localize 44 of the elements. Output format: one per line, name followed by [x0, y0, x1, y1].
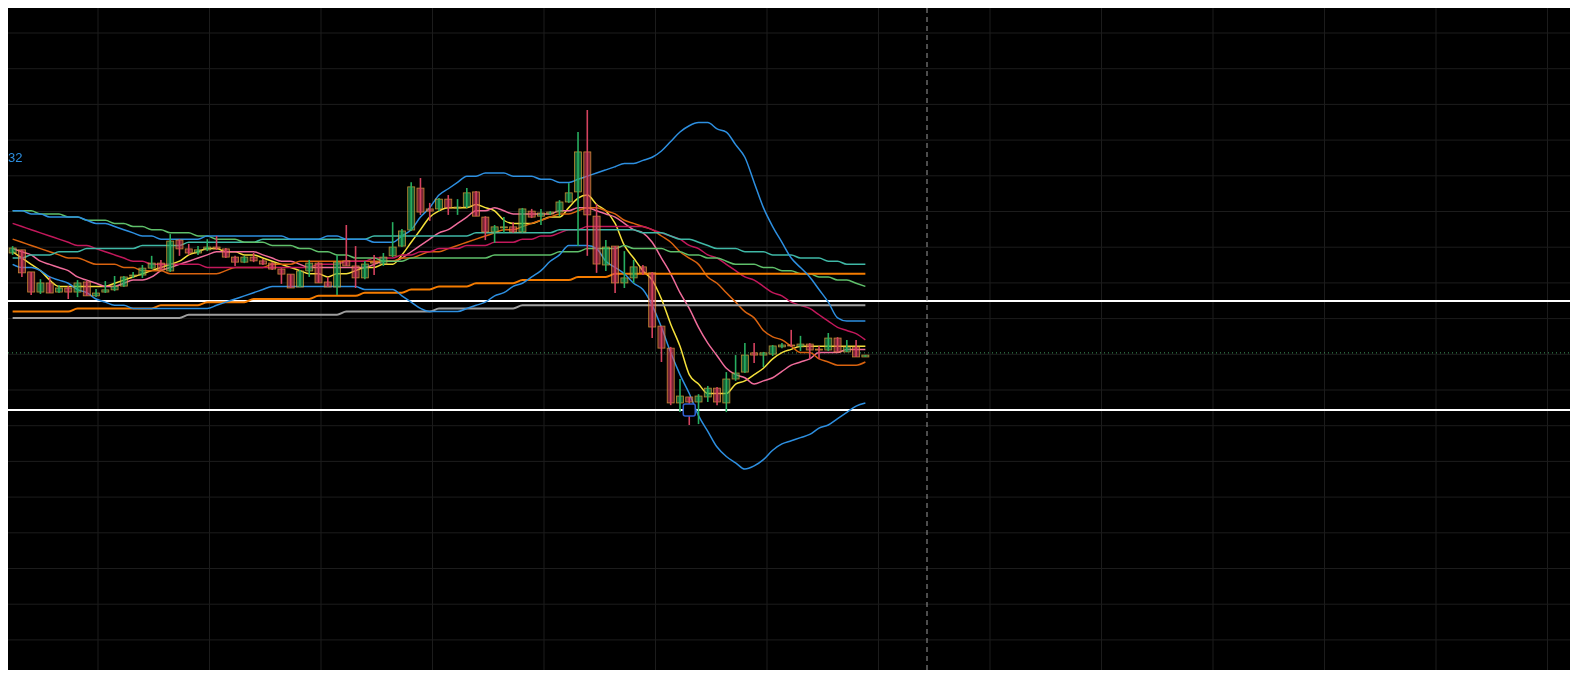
- candlestick: [592, 203, 601, 274]
- candlestick: [351, 245, 360, 289]
- candlestick: [518, 207, 527, 234]
- candlestick: [537, 208, 545, 226]
- candlestick: [305, 259, 314, 278]
- candlestick: [184, 243, 193, 256]
- candlestick: [694, 393, 703, 425]
- candlestick: [157, 259, 165, 271]
- candlestick: [722, 371, 731, 413]
- candlestick: [323, 276, 332, 288]
- candlestick: [92, 288, 100, 298]
- candlestick: [203, 238, 212, 252]
- candlestick: [129, 271, 138, 279]
- candlestick: [583, 109, 592, 257]
- candlestick: [64, 285, 73, 300]
- candlestick: [314, 261, 323, 284]
- candlestick: [638, 264, 647, 276]
- annotation: 32: [8, 150, 23, 165]
- candlestick: [268, 261, 277, 271]
- candlestick: [481, 215, 490, 241]
- candlestick: [731, 354, 740, 382]
- candlestick: [258, 258, 267, 266]
- candlestick: [787, 329, 796, 348]
- candlestick: [231, 255, 240, 267]
- candlestick: [805, 342, 814, 360]
- candlestick: [750, 342, 759, 364]
- candlestick: [55, 284, 63, 294]
- candlestick: [342, 224, 351, 267]
- candlestick: [685, 396, 694, 426]
- candlestick: [778, 342, 786, 349]
- candlestick: [815, 345, 823, 360]
- candlestick: [546, 210, 555, 216]
- candlestick: [629, 259, 638, 284]
- candlestick: [425, 202, 434, 222]
- candlestick: [509, 221, 518, 234]
- candlestick: [370, 254, 379, 276]
- candlestick: [194, 245, 202, 256]
- candlestick: [499, 216, 508, 234]
- candlestick: [842, 339, 851, 353]
- candlestick: [416, 177, 425, 216]
- candlestick: [620, 250, 629, 289]
- candlestick: [388, 221, 397, 258]
- candlestick: [676, 378, 684, 413]
- candlestick: [657, 325, 666, 363]
